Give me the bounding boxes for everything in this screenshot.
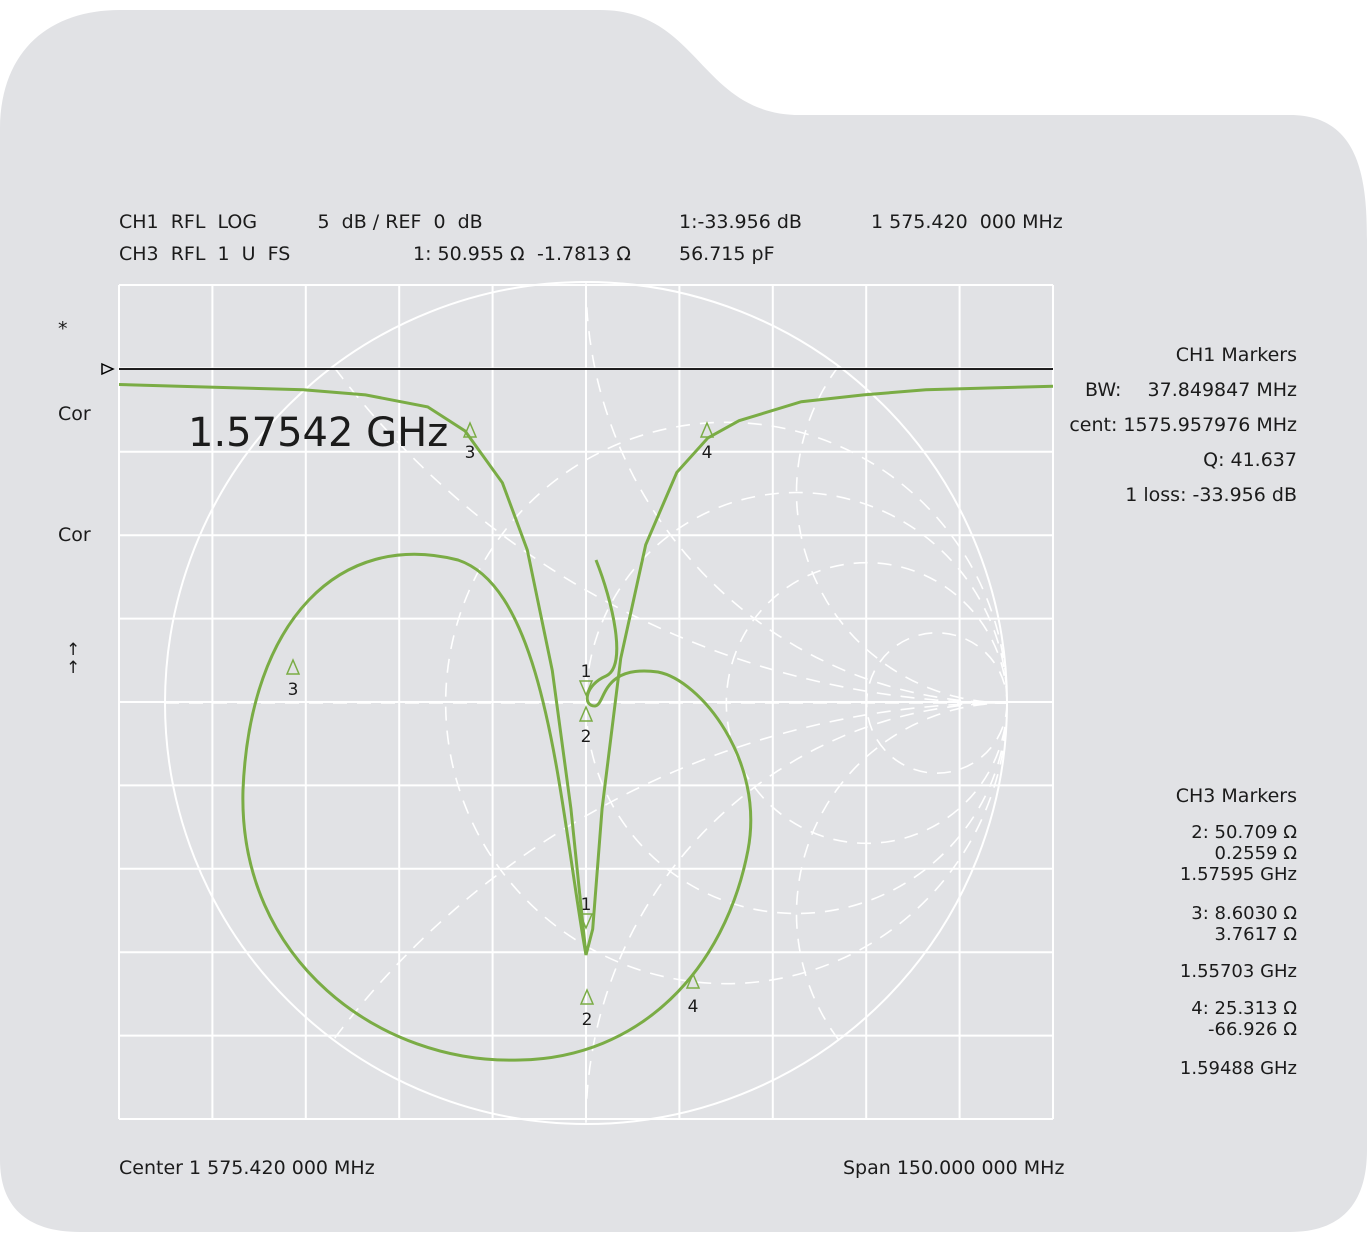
smith-reactance-arc: [334, 702, 1007, 1039]
reference-marker-icon: [101, 362, 115, 376]
center-frequency-footer: Center 1 575.420 000 MHz: [119, 1157, 375, 1179]
cor-indicator-2: Cor: [58, 524, 91, 546]
marker-triangle-icon: [685, 972, 701, 989]
marker-3-resistance: 3: 8.6030 Ω: [1191, 903, 1297, 924]
trace-markers: 3 4 3 1 2 1 2 4: [285, 421, 715, 1030]
marker-4-resistance: 4: 25.313 Ω: [1191, 998, 1297, 1019]
marker-number: 3: [288, 680, 299, 700]
ch3-marker-resistance: 1: 50.955 Ω: [413, 243, 525, 265]
marker-loss: 1 loss: -33.956 dB: [1125, 484, 1297, 506]
marker-3-reactance: 3.7617 Ω: [1214, 924, 1297, 945]
marker-number: 2: [582, 1010, 593, 1030]
marker-number: 1: [581, 662, 592, 682]
marker-4-frequency: 1.59488 GHz: [1179, 1058, 1297, 1079]
up-arrow-icon: ↑: [66, 640, 81, 660]
marker-triangle-icon: [578, 705, 594, 722]
ch3-marker-capacitance: 56.715 pF: [679, 243, 775, 265]
smith-reactance-arc: [585, 702, 1007, 1123]
marker-number: 1: [581, 895, 592, 915]
return-loss-trace: [118, 383, 1054, 956]
ch3-settings: CH3 RFL 1 U FS: [119, 243, 291, 265]
marker-4-reactance: -66.926 Ω: [1208, 1019, 1297, 1040]
marker-number: 2: [581, 727, 592, 747]
marker-triangle-icon: [578, 680, 594, 697]
marker-triangle-icon: [578, 913, 594, 930]
ch1-markers-title: CH1 Markers: [1175, 344, 1297, 366]
marker-number: 3: [465, 443, 476, 463]
smith-reactance-arc: [334, 367, 1007, 704]
ch3-markers-title: CH3 Markers: [1175, 785, 1297, 807]
bw-label: BW:: [1085, 379, 1122, 401]
screen-panel: [0, 10, 1367, 1232]
q-factor: Q: 41.637: [1203, 449, 1297, 471]
marker-number: 4: [688, 997, 699, 1017]
marker-triangle-icon: [579, 988, 595, 1005]
ch1-marker-freq: 1 575.420 000 MHz: [871, 211, 1063, 233]
marker-number: 4: [702, 443, 713, 463]
marker-triangle-icon: [285, 658, 301, 675]
up-arrow-icon: ↑: [66, 658, 81, 678]
bw-value: 37.849847 MHz: [1147, 379, 1297, 401]
smith-reactance-arc: [795, 702, 1007, 1041]
ch3-marker-reactance: -1.7813 Ω: [537, 243, 631, 265]
star-indicator: *: [58, 318, 68, 340]
span-footer: Span 150.000 000 MHz: [843, 1157, 1065, 1179]
ch1-settings: CH1 RFL LOG 5 dB / REF 0 dB: [119, 211, 483, 233]
cor-indicator-1: Cor: [58, 403, 91, 425]
marker-triangle-icon: [699, 421, 715, 438]
smith-chart: [164, 281, 1008, 1125]
marker-2-reactance: 0.2559 Ω: [1214, 843, 1297, 864]
marker-frequency-display: 1.57542 GHz: [188, 410, 449, 456]
center-frequency: cent: 1575.957976 MHz: [1069, 414, 1297, 436]
ch1-marker-value: 1:-33.956 dB: [679, 211, 802, 233]
marker-3-frequency: 1.55703 GHz: [1179, 961, 1297, 982]
marker-2-frequency: 1.57595 GHz: [1179, 864, 1297, 885]
smith-trace: [241, 552, 753, 1062]
smith-reactance-arc: [795, 365, 1007, 704]
marker-2-resistance: 2: 50.709 Ω: [1191, 822, 1297, 843]
marker-triangle-icon: [462, 421, 478, 438]
smith-reactance-arc: [585, 283, 1007, 704]
